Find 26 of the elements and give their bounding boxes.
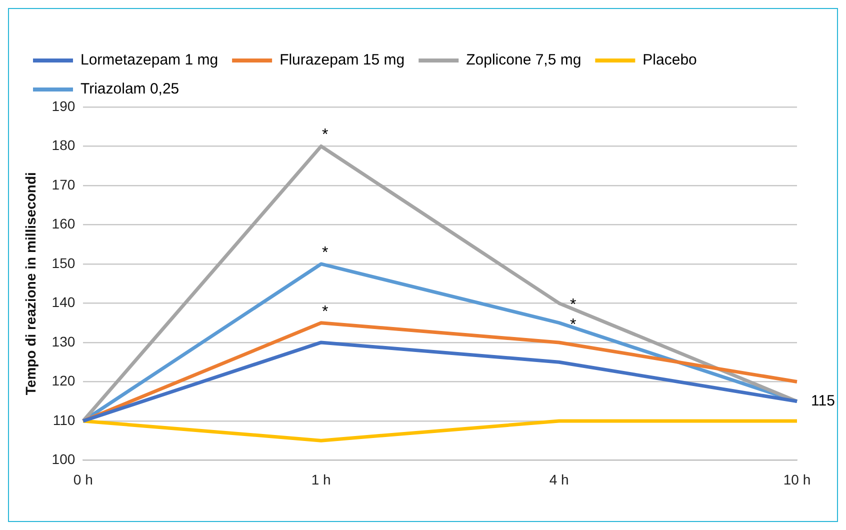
y-tick-label: 120 bbox=[52, 372, 76, 389]
legend-label: Flurazepam 15 mg bbox=[280, 52, 405, 69]
y-tick-label: 110 bbox=[52, 412, 76, 428]
annotation: 115 bbox=[811, 392, 835, 410]
annotation: * bbox=[322, 303, 328, 320]
x-tick-label: 4 h bbox=[549, 471, 569, 488]
legend-label: Zoplicone 7,5 mg bbox=[466, 52, 582, 69]
annotation: * bbox=[322, 126, 328, 144]
y-tick-label: 140 bbox=[52, 294, 76, 310]
legend-label: Lormetazepam 1 mg bbox=[80, 52, 218, 69]
x-tick-label: 10 h bbox=[783, 471, 811, 488]
x-tick-label: 0 h bbox=[73, 471, 93, 488]
y-axis-title: Tempo di reazione in millisecondi bbox=[22, 172, 38, 396]
y-tick-label: 190 bbox=[52, 98, 76, 114]
legend-label: Placebo bbox=[642, 52, 697, 69]
annotation: * bbox=[570, 296, 576, 314]
y-tick-label: 160 bbox=[52, 216, 76, 232]
x-tick-label: 1 h bbox=[311, 471, 331, 488]
y-tick-label: 130 bbox=[52, 333, 76, 350]
legend-label: Triazolam 0,25 bbox=[80, 80, 180, 98]
y-tick-label: 170 bbox=[52, 176, 76, 192]
y-tick-label: 100 bbox=[52, 451, 76, 468]
annotation: * bbox=[570, 316, 576, 334]
y-tick-label: 180 bbox=[52, 137, 76, 154]
y-tick-label: 150 bbox=[52, 254, 76, 271]
annotation: * bbox=[322, 244, 328, 262]
